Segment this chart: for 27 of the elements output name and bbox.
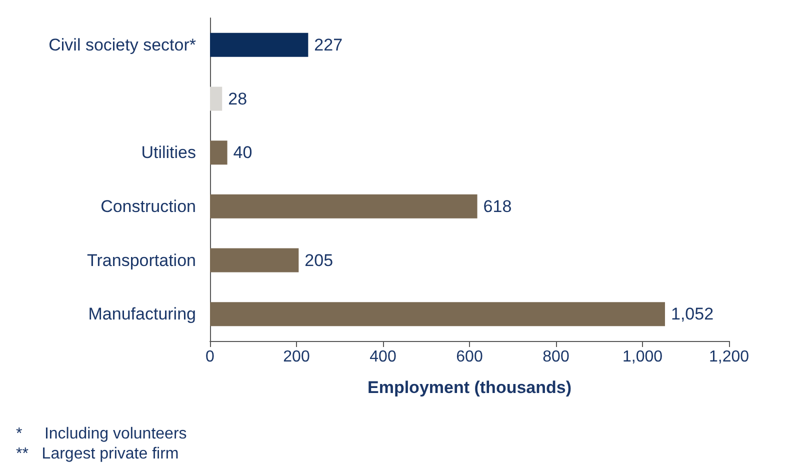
x-axis-title: Employment (thousands) xyxy=(367,378,572,397)
y-tick-label: Utilities xyxy=(141,143,196,162)
x-tick-label: 600 xyxy=(456,348,483,366)
y-tick-label: Construction xyxy=(100,196,196,216)
text: * Including volunteers xyxy=(16,426,187,442)
x-tick-label: 200 xyxy=(283,348,310,366)
x-tick-label: 0 xyxy=(206,348,215,366)
y-tick-label: Transportation xyxy=(87,250,196,270)
data-label: 205 xyxy=(304,250,334,270)
bar xyxy=(210,140,228,165)
bar xyxy=(210,32,308,57)
data-label: 40 xyxy=(233,143,252,162)
x-tick-label: 400 xyxy=(370,348,396,366)
x-tick-label: 1,200 xyxy=(708,348,750,366)
bar xyxy=(210,194,478,218)
data-label: 28 xyxy=(228,89,248,108)
data-label: 1,052 xyxy=(670,304,714,324)
bar xyxy=(210,86,222,111)
text: ** Largest private firm xyxy=(16,446,179,462)
y-tick-label: Manufacturing xyxy=(88,304,196,324)
data-label: 618 xyxy=(483,196,512,216)
data-label: 227 xyxy=(314,35,343,54)
y-tick-label: Civil society sector* xyxy=(48,35,196,54)
x-tick-label: 800 xyxy=(542,348,570,366)
x-tick-label: 1,000 xyxy=(622,348,663,366)
bar xyxy=(210,248,299,272)
bar xyxy=(210,302,665,326)
